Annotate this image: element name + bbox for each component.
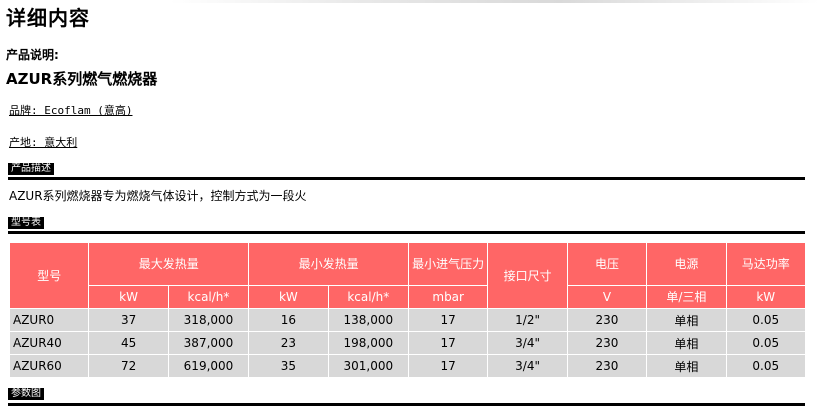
product-description-label: 产品说明: — [6, 48, 59, 62]
section-rule-params — [8, 403, 805, 406]
unit-motor-power: kW — [726, 286, 805, 308]
cell-max-kcal: 387,000 — [168, 332, 249, 354]
section-rule-models — [8, 231, 805, 234]
cell-min-kw: 16 — [249, 309, 328, 331]
cell-power-supply: 单相 — [647, 309, 726, 331]
cell-max-kcal: 619,000 — [168, 355, 249, 377]
unit-power-supply: 单/三相 — [647, 286, 726, 308]
cell-voltage: 230 — [567, 332, 647, 354]
cell-min-kw: 23 — [249, 332, 328, 354]
cell-max-kcal: 318,000 — [168, 309, 249, 331]
header-min-heat: 最小发热量 — [249, 243, 408, 285]
header-min-gas-pressure: 最小进气压力 — [408, 243, 488, 285]
cell-power-supply: 单相 — [647, 332, 726, 354]
table-row: AZUR0 37 318,000 16 138,000 17 1/2" 230 … — [10, 309, 805, 331]
cell-model: AZUR40 — [10, 332, 89, 354]
unit-min-kcal: kcal/h* — [328, 286, 408, 308]
cell-max-kw: 72 — [89, 355, 168, 377]
brand-line: 品牌: Ecoflam (意高) — [9, 104, 133, 117]
cell-motor-power: 0.05 — [726, 355, 805, 377]
cell-pressure: 17 — [408, 355, 488, 377]
cell-min-kw: 35 — [249, 355, 328, 377]
origin-line: 产地: 意大利 — [9, 136, 78, 149]
top-gradient-bar — [170, 0, 819, 3]
cell-motor-power: 0.05 — [726, 332, 805, 354]
section-tag-description: 产品描述 — [8, 163, 54, 175]
cell-max-kw: 45 — [89, 332, 168, 354]
cell-min-kcal: 301,000 — [328, 355, 408, 377]
model-spec-table: 型号 最大发热量 最小发热量 最小进气压力 接口尺寸 电压 电源 马达功率 kW… — [9, 242, 806, 378]
unit-voltage: V — [567, 286, 647, 308]
unit-pressure: mbar — [408, 286, 488, 308]
cell-motor-power: 0.05 — [726, 309, 805, 331]
cell-voltage: 230 — [567, 355, 647, 377]
cell-min-kcal: 138,000 — [328, 309, 408, 331]
page-title: 详细内容 — [6, 6, 90, 30]
cell-model: AZUR60 — [10, 355, 89, 377]
product-description-text: AZUR系列燃烧器专为燃烧气体设计，控制方式为一段火 — [9, 189, 307, 203]
cell-pressure: 17 — [408, 332, 488, 354]
product-name: AZUR系列燃气燃烧器 — [6, 70, 158, 88]
header-power-supply: 电源 — [647, 243, 726, 285]
cell-min-kcal: 198,000 — [328, 332, 408, 354]
header-model: 型号 — [10, 243, 89, 308]
section-tag-models: 型号表 — [8, 217, 44, 229]
header-max-heat: 最大发热量 — [89, 243, 249, 285]
unit-min-kw: kW — [249, 286, 328, 308]
header-voltage: 电压 — [567, 243, 647, 285]
cell-connection: 3/4" — [488, 332, 567, 354]
unit-max-kw: kW — [89, 286, 168, 308]
header-connection-size: 接口尺寸 — [488, 243, 567, 308]
section-tag-params: 参数图 — [8, 388, 44, 400]
cell-voltage: 230 — [567, 309, 647, 331]
table-row: AZUR40 45 387,000 23 198,000 17 3/4" 230… — [10, 332, 805, 354]
table-row: AZUR60 72 619,000 35 301,000 17 3/4" 230… — [10, 355, 805, 377]
cell-connection: 3/4" — [488, 355, 567, 377]
cell-max-kw: 37 — [89, 309, 168, 331]
cell-power-supply: 单相 — [647, 355, 726, 377]
header-motor-power: 马达功率 — [726, 243, 805, 285]
section-rule-description — [8, 177, 805, 180]
cell-pressure: 17 — [408, 309, 488, 331]
unit-max-kcal: kcal/h* — [168, 286, 249, 308]
cell-connection: 1/2" — [488, 309, 567, 331]
cell-model: AZUR0 — [10, 309, 89, 331]
